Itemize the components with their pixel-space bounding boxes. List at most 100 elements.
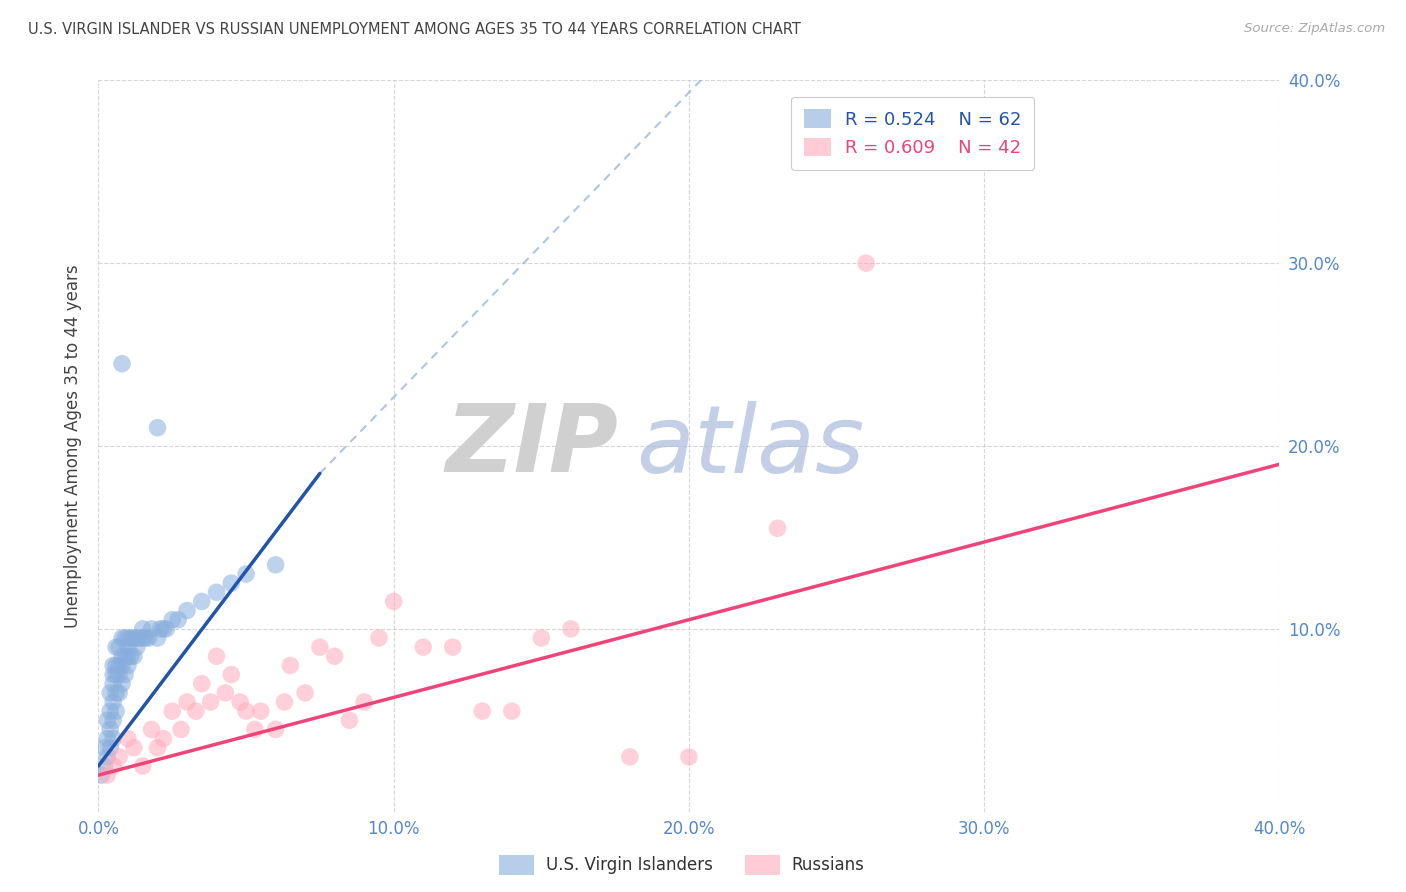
Legend: R = 0.524    N = 62, R = 0.609    N = 42: R = 0.524 N = 62, R = 0.609 N = 42 xyxy=(792,96,1035,169)
Point xyxy=(122,631,145,645)
Point xyxy=(117,658,139,673)
Point xyxy=(412,640,434,655)
Point xyxy=(96,731,118,746)
Point xyxy=(243,723,266,737)
Point xyxy=(146,631,169,645)
Point xyxy=(221,667,243,681)
Point xyxy=(103,714,125,728)
Point xyxy=(176,603,198,617)
Point xyxy=(441,640,464,655)
Point xyxy=(105,640,128,655)
Point xyxy=(205,585,228,599)
Point xyxy=(138,631,160,645)
Point xyxy=(96,749,118,764)
Text: ZIP: ZIP xyxy=(446,400,619,492)
Point xyxy=(323,649,346,664)
Point xyxy=(501,704,523,718)
Point xyxy=(368,631,391,645)
Point xyxy=(146,740,169,755)
Point xyxy=(105,667,128,681)
Point xyxy=(108,667,131,681)
Point xyxy=(120,649,142,664)
Point xyxy=(105,658,128,673)
Point xyxy=(103,676,125,690)
Point xyxy=(191,594,214,608)
Point xyxy=(235,704,257,718)
Point xyxy=(205,649,228,664)
Point xyxy=(93,759,115,773)
Point xyxy=(229,695,252,709)
Point xyxy=(264,723,287,737)
Point xyxy=(90,768,112,782)
Point xyxy=(250,704,273,718)
Point xyxy=(560,622,582,636)
Point xyxy=(111,676,134,690)
Point xyxy=(132,631,155,645)
Text: Source: ZipAtlas.com: Source: ZipAtlas.com xyxy=(1244,22,1385,36)
Point xyxy=(141,723,163,737)
Point xyxy=(125,640,148,655)
Point xyxy=(382,594,405,608)
Point xyxy=(114,649,136,664)
Point xyxy=(111,658,134,673)
Point xyxy=(122,740,145,755)
Point xyxy=(128,631,150,645)
Point xyxy=(221,576,243,591)
Point xyxy=(191,676,214,690)
Point xyxy=(200,695,222,709)
Point xyxy=(309,640,332,655)
Y-axis label: Unemployment Among Ages 35 to 44 years: Unemployment Among Ages 35 to 44 years xyxy=(63,264,82,628)
Point xyxy=(294,686,316,700)
Point xyxy=(176,695,198,709)
Point xyxy=(471,704,494,718)
Point xyxy=(111,357,134,371)
Point xyxy=(280,658,302,673)
Point xyxy=(108,640,131,655)
Point xyxy=(108,658,131,673)
Point xyxy=(235,567,257,582)
Point xyxy=(98,740,121,755)
Point xyxy=(96,714,118,728)
Point xyxy=(125,631,148,645)
Point xyxy=(132,622,155,636)
Point xyxy=(103,695,125,709)
Point xyxy=(152,731,174,746)
Point xyxy=(149,622,172,636)
Text: U.S. Virgin Islanders: U.S. Virgin Islanders xyxy=(546,856,713,874)
Point xyxy=(678,749,700,764)
Point xyxy=(146,421,169,435)
Text: Russians: Russians xyxy=(792,856,865,874)
Point xyxy=(339,714,361,728)
Point xyxy=(103,759,125,773)
Point xyxy=(155,622,177,636)
Point xyxy=(98,686,121,700)
Point xyxy=(117,631,139,645)
Point xyxy=(353,695,375,709)
Point xyxy=(132,759,155,773)
Text: U.S. VIRGIN ISLANDER VS RUSSIAN UNEMPLOYMENT AMONG AGES 35 TO 44 YEARS CORRELATI: U.S. VIRGIN ISLANDER VS RUSSIAN UNEMPLOY… xyxy=(28,22,801,37)
Point xyxy=(120,631,142,645)
Point xyxy=(117,640,139,655)
Point xyxy=(105,704,128,718)
Point xyxy=(111,649,134,664)
Point xyxy=(619,749,641,764)
Point xyxy=(117,731,139,746)
Point xyxy=(170,723,193,737)
Point xyxy=(162,613,183,627)
Point xyxy=(114,631,136,645)
Point xyxy=(855,256,877,270)
Point xyxy=(98,704,121,718)
Point xyxy=(108,686,131,700)
Point xyxy=(135,631,157,645)
Point xyxy=(122,649,145,664)
Point xyxy=(264,558,287,572)
Point xyxy=(141,622,163,636)
Point xyxy=(103,667,125,681)
Point xyxy=(162,704,183,718)
Point xyxy=(114,667,136,681)
Point xyxy=(103,658,125,673)
Point xyxy=(105,686,128,700)
Point xyxy=(184,704,207,718)
Point xyxy=(96,768,118,782)
Point xyxy=(167,613,190,627)
